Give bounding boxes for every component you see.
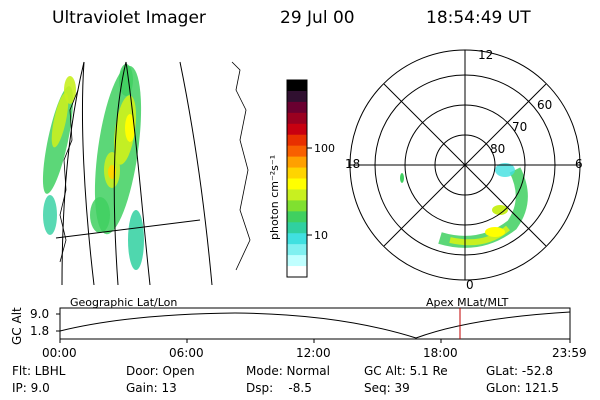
polar-mlt-12: 12	[478, 48, 494, 62]
colorbar-step	[287, 80, 307, 92]
info-gc-alt: GC Alt: 5.1 Re	[364, 364, 448, 378]
info-glat: GLat: -52.8	[486, 364, 553, 378]
info-seq: Seq: 39	[364, 381, 410, 395]
coastline	[59, 61, 251, 271]
polar-lat-80: 80	[490, 142, 506, 156]
colorbar-step	[287, 222, 307, 234]
colorbar-step	[287, 167, 307, 179]
colorbar-step	[287, 123, 307, 136]
colorbar-step	[287, 145, 307, 158]
colorbar-step	[287, 156, 307, 169]
timeline-xtick-0000: 00:00	[42, 346, 77, 360]
colorbar-step	[287, 233, 307, 245]
colorbar-tick-100: 100	[314, 142, 335, 155]
geo-grid-lines	[55, 61, 213, 286]
instrument-title: Ultraviolet Imager	[52, 8, 206, 28]
timeline-xtick-2359: 23:59	[552, 346, 587, 360]
info-filter: Flt: LBHL	[12, 364, 66, 378]
polar-grid	[349, 49, 581, 281]
polar-mlt-6: 6	[575, 157, 583, 171]
time-label: 18:54:49 UT	[426, 8, 531, 28]
colorbar-tick-10: 10	[314, 229, 328, 242]
geo-label: Geographic Lat/Lon	[70, 296, 178, 309]
timeline-xtick-1200: 12:00	[296, 346, 331, 360]
polar-lat-70: 70	[512, 120, 528, 134]
info-glon: GLon: 121.5	[486, 381, 559, 395]
colorbar-step	[287, 211, 307, 223]
colorbar-step	[287, 101, 307, 114]
polar-mlt-18: 18	[345, 157, 361, 171]
polar-emission-blobs	[400, 163, 528, 248]
colorbar-step	[287, 255, 307, 267]
timeline-xtick-0600: 06:00	[169, 346, 204, 360]
timeline-ytick-1-8: 1.8	[30, 324, 50, 338]
info-mode: Mode: Normal	[246, 364, 330, 378]
colorbar-step	[287, 244, 307, 256]
timeline-ytick-9: 9.0	[30, 307, 50, 321]
altitude-curve	[59, 311, 571, 339]
colorbar-step	[287, 200, 307, 212]
polar-label: Apex MLat/MLT	[426, 296, 509, 309]
polar-lat-60: 60	[537, 98, 553, 112]
colorbar-step	[287, 189, 307, 201]
date-label: 29 Jul 00	[280, 8, 355, 28]
info-dsp: Dsp: -8.5	[246, 381, 312, 395]
geo-image-blobs	[42, 64, 144, 270]
info-door: Door: Open	[126, 364, 195, 378]
timeline-axis-label: GC Alt	[10, 307, 24, 345]
colorbar-step	[287, 266, 307, 278]
timeline-xtick-1800: 18:00	[423, 346, 458, 360]
colorbar-step	[287, 134, 307, 147]
colorbar-step	[287, 112, 307, 125]
colorbar-step	[287, 178, 307, 190]
info-gain: Gain: 13	[126, 381, 177, 395]
polar-mlt-0: 0	[466, 278, 474, 292]
info-ip: IP: 9.0	[12, 381, 50, 395]
colorbar-step	[287, 90, 307, 103]
